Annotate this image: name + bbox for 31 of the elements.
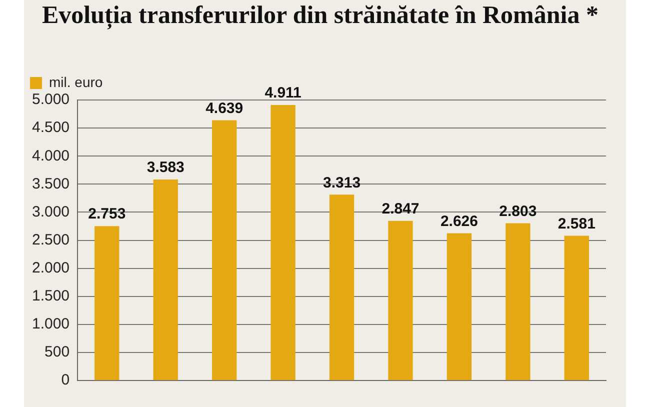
data-label: 4.639 (206, 100, 244, 117)
data-label: 2.626 (440, 212, 478, 230)
data-label: 3.313 (322, 174, 361, 192)
data-label: 2.847 (382, 200, 420, 218)
y-tick-label: 1.000 (32, 316, 70, 333)
y-tick-label: 5.000 (32, 91, 70, 108)
data-label: 2.803 (499, 202, 537, 220)
data-label: 3.583 (146, 159, 184, 176)
y-tick-label: 4.500 (32, 119, 70, 136)
y-tick-label: 2.500 (32, 231, 70, 248)
y-tick-label: 500 (44, 344, 70, 361)
chart-title: Evoluția transferurilor din străinătate în România * (42, 2, 600, 30)
data-label: 2.753 (88, 206, 126, 223)
bar (153, 180, 178, 380)
legend-label: mil. euro (49, 74, 103, 90)
bar (446, 233, 472, 380)
bar (506, 223, 530, 380)
y-tick-label: 4.000 (32, 147, 70, 164)
bar (564, 236, 589, 380)
y-tick-label: 2.000 (32, 260, 70, 276)
data-label: 2.581 (558, 215, 596, 232)
bar (212, 120, 237, 380)
bar (94, 226, 120, 380)
bar (388, 220, 413, 380)
data-label: 4.911 (264, 84, 302, 102)
y-tick-label: 0 (61, 372, 70, 389)
y-tick-label: 1.500 (32, 288, 70, 305)
bar (270, 104, 296, 380)
y-tick-label: 3.000 (32, 203, 70, 220)
bar (329, 194, 354, 380)
y-tick-label: 3.500 (32, 175, 70, 192)
